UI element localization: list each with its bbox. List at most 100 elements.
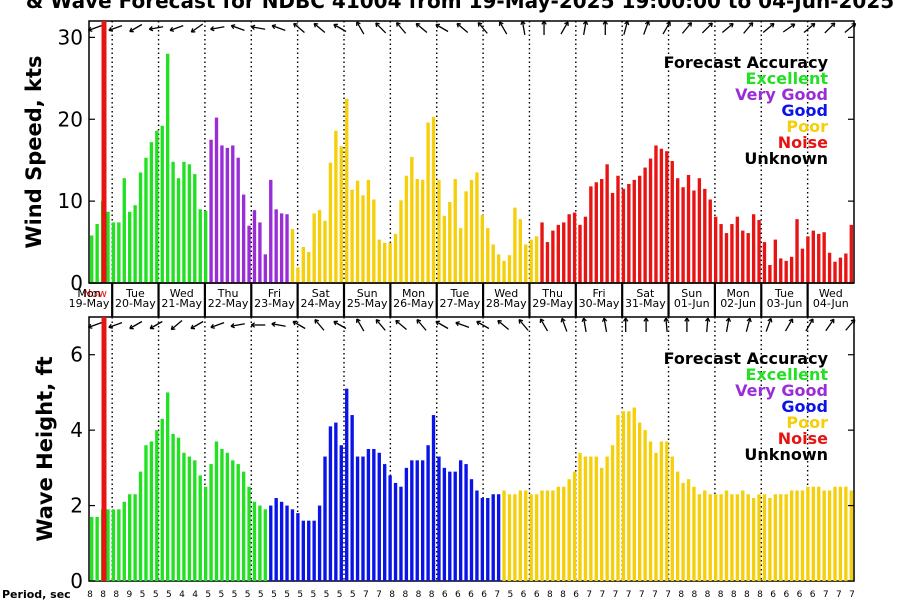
bar (486, 498, 490, 581)
legend-item: Very Good (735, 85, 828, 104)
bar (686, 174, 691, 283)
bar (149, 441, 154, 581)
date-label: 04-Jun (813, 297, 849, 310)
period-value: 5 (271, 590, 277, 600)
direction-arrow-icon (314, 319, 325, 331)
direction-arrow-icon (681, 22, 693, 34)
day-name: Thu (541, 287, 563, 300)
bar (372, 449, 376, 581)
bar (475, 172, 479, 283)
bar (594, 456, 598, 581)
bar (328, 426, 333, 581)
bar (431, 415, 436, 581)
bar (317, 505, 322, 581)
bar (795, 490, 799, 581)
bar (703, 490, 707, 581)
bar (393, 233, 398, 283)
bar (751, 498, 756, 581)
direction-arrow-icon (497, 319, 509, 330)
bar (377, 239, 381, 283)
bar (665, 151, 669, 283)
bar (236, 464, 240, 581)
date-label: 30-May (579, 297, 620, 310)
bar (95, 516, 99, 581)
period-value: 8 (560, 590, 566, 600)
bar (361, 195, 365, 283)
bar (106, 211, 110, 283)
bar (583, 216, 588, 283)
period-value: 7 (586, 590, 592, 600)
bar (393, 482, 398, 581)
now-label: Now (83, 287, 107, 300)
bar (616, 175, 620, 283)
period-value: 5 (166, 590, 172, 600)
bar (811, 486, 815, 581)
direction-arrow-icon (803, 22, 816, 33)
period-value: 8 (718, 590, 724, 600)
period-value: 6 (455, 590, 461, 600)
bar (751, 214, 756, 283)
bar (410, 156, 414, 283)
bar (345, 98, 349, 283)
date-label: 28-May (486, 297, 527, 310)
bar (844, 486, 848, 581)
direction-arrow-icon (560, 21, 569, 35)
bar (833, 261, 837, 283)
direction-arrow-icon (623, 20, 630, 35)
bar (399, 486, 403, 581)
y-tick-label: 30 (58, 25, 83, 49)
day-name: Tue (774, 287, 794, 300)
bar (768, 264, 772, 283)
bar (675, 178, 680, 283)
bar (442, 215, 447, 283)
bar (675, 471, 680, 581)
direction-arrow-icon (375, 22, 387, 34)
period-value: 8 (113, 590, 119, 600)
direction-arrow-icon (435, 320, 449, 330)
bar (534, 236, 539, 283)
direction-arrow-icon (582, 20, 589, 36)
direction-arrow-icon (333, 320, 347, 330)
period-value: 5 (245, 590, 251, 600)
bar (681, 187, 685, 283)
bar (551, 230, 555, 283)
bar (258, 505, 262, 581)
direction-arrow-icon (602, 20, 608, 35)
bar (437, 179, 441, 283)
bar (263, 509, 268, 581)
bar (345, 388, 349, 581)
bar (198, 475, 202, 581)
direction-arrow-icon (476, 320, 490, 330)
bar (301, 246, 305, 283)
date-label: 24-May (300, 297, 341, 310)
date-axis: NowMon19-MayTue20-MayWed21-MayThu22-MayF… (69, 282, 854, 317)
bar (654, 452, 658, 581)
bar (274, 498, 278, 581)
bar (529, 494, 533, 581)
bar (594, 182, 598, 283)
bar (665, 441, 669, 581)
period-value: 8 (678, 590, 684, 600)
bar (252, 501, 257, 581)
bar (225, 452, 230, 581)
bar (90, 516, 94, 581)
period-value: 8 (691, 590, 697, 600)
bar (692, 190, 696, 283)
bar (285, 505, 289, 581)
direction-arrow-icon (149, 320, 163, 330)
period-value: 5 (232, 590, 238, 600)
date-label: 22-May (208, 297, 249, 310)
direction-arrow-icon (765, 317, 773, 332)
legend-item: Good (781, 397, 828, 416)
direction-arrow-icon (762, 22, 775, 33)
bar (372, 199, 376, 283)
bar (643, 167, 647, 283)
bar (562, 222, 566, 283)
period-value: 8 (100, 590, 106, 600)
day-name: Mon (77, 287, 100, 300)
bar (491, 244, 495, 283)
bar (610, 192, 615, 283)
day-name: Sat (636, 287, 655, 300)
period-value: 6 (573, 590, 579, 600)
bar (697, 178, 702, 283)
